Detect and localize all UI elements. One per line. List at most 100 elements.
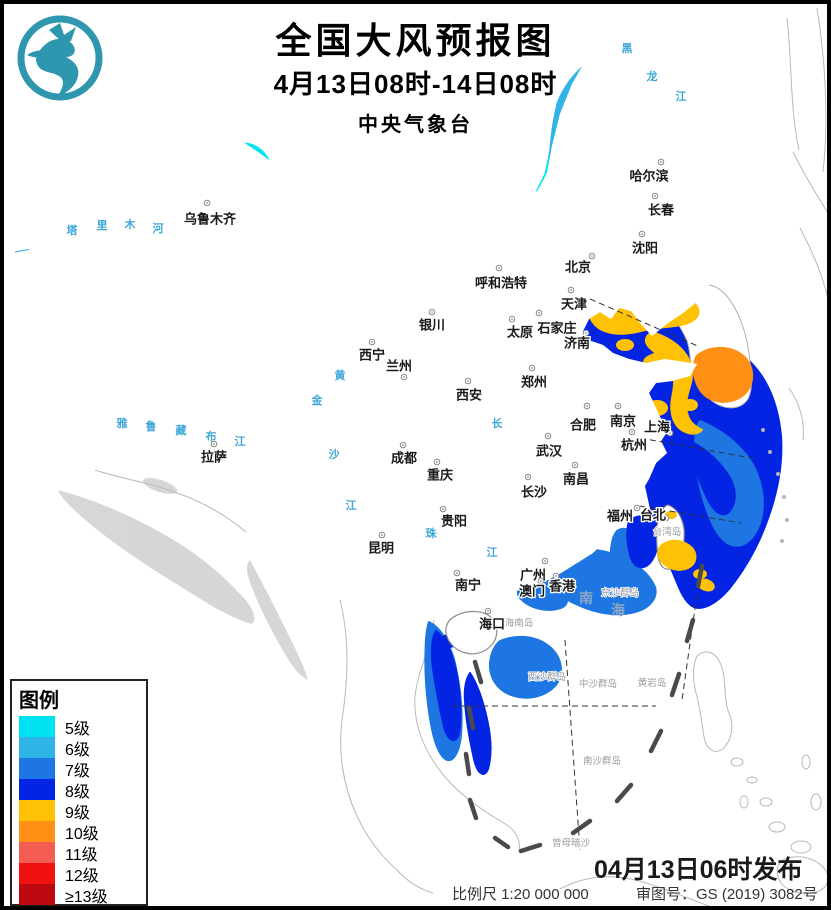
island-label: 南沙群岛 (583, 755, 621, 767)
city-marker-dot (527, 476, 529, 478)
city: 西宁 (358, 338, 386, 364)
city-marker-dot (617, 405, 619, 407)
city-marker-dot (371, 341, 373, 343)
legend-item: 8级 (12, 779, 146, 801)
city-marker-dot (531, 367, 533, 369)
city-marker-dot (555, 575, 557, 577)
city-marker-dot (498, 267, 500, 269)
legend-swatch (19, 800, 55, 821)
city: 昆明 (367, 531, 395, 557)
city-marker-dot (665, 517, 667, 519)
legend-swatch (19, 842, 55, 863)
city-marker-dot (591, 255, 593, 257)
city: 上海 (643, 418, 674, 437)
river-label: 塔 (67, 223, 79, 237)
city-label: 贵阳 (441, 514, 467, 529)
city-label: 兰州 (386, 359, 412, 374)
island-label: 中沙群岛 (579, 678, 617, 690)
issuing-org: 中央气象台 (358, 114, 473, 136)
legend-item: 12级 (12, 863, 146, 885)
city: 福州 (605, 504, 641, 525)
city-label: 北京 (565, 260, 591, 275)
city-label: 天津 (561, 297, 587, 312)
maritime-dashed-lines (452, 298, 758, 851)
legend-label: 7级 (65, 762, 90, 780)
river-label: 江 (676, 89, 687, 103)
city: 重庆 (426, 458, 454, 484)
city-marker-dot (402, 444, 404, 446)
city: 石家庄 (535, 309, 578, 337)
city-marker-dot (431, 311, 433, 313)
city-label: 重庆 (427, 468, 453, 483)
city: 南昌 (562, 461, 590, 488)
river-labels: 塔里木河黑龙江雅鲁藏布江黄金沙江长江珠 (66, 41, 687, 559)
city-label: 杭州 (621, 438, 647, 453)
legend-item: 6级 (12, 737, 146, 759)
city-label: 长春 (648, 203, 675, 218)
city: 南京 (609, 402, 637, 430)
city-label: 西安 (456, 388, 482, 403)
island-label: 西沙群岛 (528, 671, 566, 683)
river-label: 龙 (646, 69, 658, 83)
river-label: 江 (235, 434, 246, 448)
city-label: 昆明 (368, 541, 394, 556)
city-label: 福州 (606, 509, 633, 524)
legend-label: 5级 (65, 720, 90, 738)
logo-dragon (27, 23, 79, 98)
river-label: 藏 (176, 423, 187, 437)
city-marker-dot (660, 161, 662, 163)
city-marker-dot (586, 405, 588, 407)
island-label: 黄岩岛 (638, 677, 667, 689)
city-label: 合肥 (570, 418, 596, 433)
city-marker-dot (538, 312, 540, 314)
city-label: 南宁 (455, 578, 481, 593)
legend-title: 图例 (19, 690, 59, 712)
river-label: 长 (492, 416, 504, 430)
city: 成都 (390, 441, 418, 467)
city: 济南 (563, 329, 591, 352)
city-marker-dot (206, 202, 208, 204)
city-label: 济南 (564, 336, 590, 351)
city-marker-dot (456, 572, 458, 574)
city: 呼和浩特 (474, 264, 528, 292)
city-marker-dot (631, 431, 633, 433)
legend-item: 7级 (12, 758, 146, 780)
city-label: 呼和浩特 (475, 276, 527, 291)
city-marker-dot (641, 233, 643, 235)
city-marker-dot (574, 464, 576, 466)
river-label: 里 (97, 219, 108, 232)
city-label: 武汉 (536, 444, 563, 459)
city: 西安 (455, 377, 483, 404)
river-label: 布 (206, 429, 217, 443)
river-label: 鲁 (146, 419, 157, 433)
river-label: 黑 (622, 42, 633, 55)
city-marker-dot (547, 435, 549, 437)
river-label: 木 (124, 217, 137, 231)
foreign-coastlines (94, 7, 830, 910)
hainan-island (445, 610, 498, 655)
river-label: 沙 (329, 448, 340, 461)
approval-number: 审图号：GS (2019) 3082号 (636, 886, 818, 903)
city: 长春 (647, 192, 676, 219)
city-marker-dot (403, 376, 405, 378)
city: 合肥 (569, 402, 597, 434)
city-marker-dot (636, 507, 638, 509)
city-label: 南昌 (563, 472, 589, 487)
city-label: 香港 (548, 579, 576, 594)
city: 拉萨 (200, 440, 228, 466)
terrain-shading (58, 478, 308, 680)
city-label: 台北 (640, 508, 666, 523)
legend-swatch (19, 821, 55, 842)
issue-time: 04月13日06时发布 (594, 856, 803, 884)
city: 海口 (478, 607, 506, 633)
nine-dash-line (463, 563, 705, 854)
legend-label: 9级 (65, 804, 90, 822)
city-marker-dot (570, 289, 572, 291)
city-label: 银川 (419, 318, 445, 333)
river-label: 河 (153, 221, 164, 235)
cma-logo (17, 15, 103, 101)
city-label: 哈尔滨 (629, 169, 668, 184)
legend-label: 6级 (65, 741, 90, 759)
city-label: 南京 (610, 414, 636, 429)
